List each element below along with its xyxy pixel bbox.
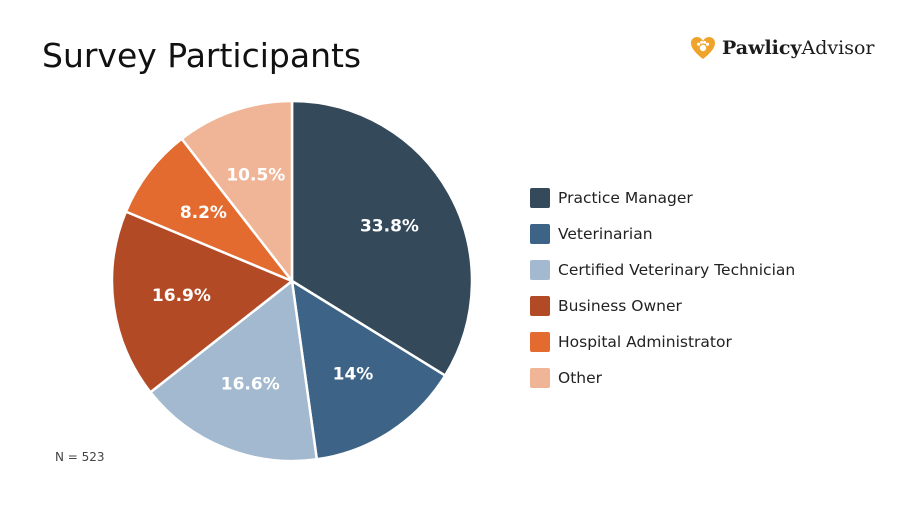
legend-item-hospital-administrator: Hospital Administrator	[530, 324, 795, 360]
legend-swatch	[530, 260, 550, 280]
legend-label: Veterinarian	[558, 225, 653, 243]
legend-swatch	[530, 224, 550, 244]
chart-legend: Practice Manager Veterinarian Certified Ve…	[530, 180, 795, 396]
pie-slice-veterinarian	[290, 279, 447, 461]
slice-value-label-other: 10.5%	[226, 165, 285, 185]
pie-slice-hospital-administrator	[124, 137, 294, 283]
brand-logo: PawlicyAdvisor	[690, 36, 874, 60]
legend-swatch	[530, 332, 550, 352]
legend-label: Business Owner	[558, 297, 682, 315]
legend-item-business-owner: Business Owner	[530, 288, 795, 324]
brand-name: PawlicyAdvisor	[722, 37, 874, 59]
pie-slice-practice-manager	[290, 99, 474, 377]
legend-swatch	[530, 296, 550, 316]
legend-item-veterinarian: Veterinarian	[530, 216, 795, 252]
brand-name-regular: Advisor	[801, 37, 875, 59]
pie-slice-certified-veterinary-technician	[149, 279, 319, 463]
slice-value-label-business-owner: 16.9%	[152, 286, 211, 306]
pie-slice-other	[180, 99, 294, 283]
slice-value-label-practice-manager: 33.8%	[360, 217, 419, 237]
legend-label: Practice Manager	[558, 189, 693, 207]
legend-item-certified-veterinary-technician: Certified Veterinary Technician	[530, 252, 795, 288]
chart-title: Survey Participants	[42, 36, 362, 75]
sample-size-note: N = 523	[55, 450, 105, 464]
legend-label: Other	[558, 369, 603, 387]
legend-item-other: Other	[530, 360, 795, 396]
brand-name-bold: Pawlicy	[722, 37, 802, 59]
slice-value-label-hospital-administrator: 8.2%	[180, 203, 227, 223]
legend-label: Hospital Administrator	[558, 333, 732, 351]
slice-value-label-certified-veterinary-technician: 16.6%	[221, 375, 280, 395]
legend-label: Certified Veterinary Technician	[558, 261, 796, 279]
slice-value-label-veterinarian: 14%	[333, 364, 374, 384]
legend-item-practice-manager: Practice Manager	[530, 180, 795, 216]
heart-paw-icon	[691, 37, 715, 59]
legend-swatch	[530, 368, 550, 388]
pie-slice-business-owner	[110, 210, 294, 394]
legend-swatch	[530, 188, 550, 208]
